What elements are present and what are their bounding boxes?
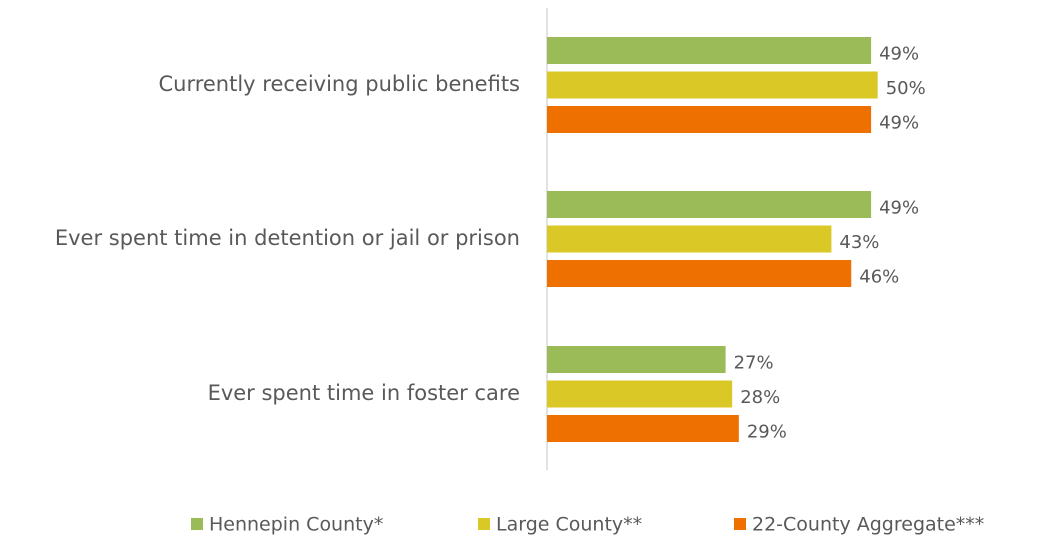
bar <box>547 380 733 408</box>
value-label: 50% <box>886 78 926 99</box>
value-label: 29% <box>747 422 787 443</box>
bar <box>547 346 726 373</box>
legend-swatch <box>191 518 203 530</box>
value-label: 49% <box>879 198 919 219</box>
bar <box>547 71 878 99</box>
value-label: 46% <box>859 267 899 288</box>
legend-label: Large County** <box>496 514 642 536</box>
bar <box>547 37 872 64</box>
legend-label: Hennepin County* <box>209 514 383 536</box>
category-label: Ever spent time in foster care <box>208 381 520 405</box>
legend-label: 22-County Aggregate*** <box>752 514 984 536</box>
value-label: 43% <box>839 232 879 253</box>
legend-swatch <box>734 518 746 530</box>
bar <box>547 106 872 133</box>
legend-swatch <box>478 518 490 530</box>
value-label: 49% <box>879 44 919 65</box>
category-label: Ever spent time in detention or jail or … <box>55 226 520 250</box>
bar <box>547 415 739 442</box>
category-label: Currently receiving public benefits <box>158 72 520 96</box>
bar <box>547 260 852 287</box>
value-label: 28% <box>740 387 780 408</box>
value-label: 27% <box>734 353 774 374</box>
bar <box>547 191 872 218</box>
value-label: 49% <box>879 113 919 134</box>
bar <box>547 225 832 253</box>
